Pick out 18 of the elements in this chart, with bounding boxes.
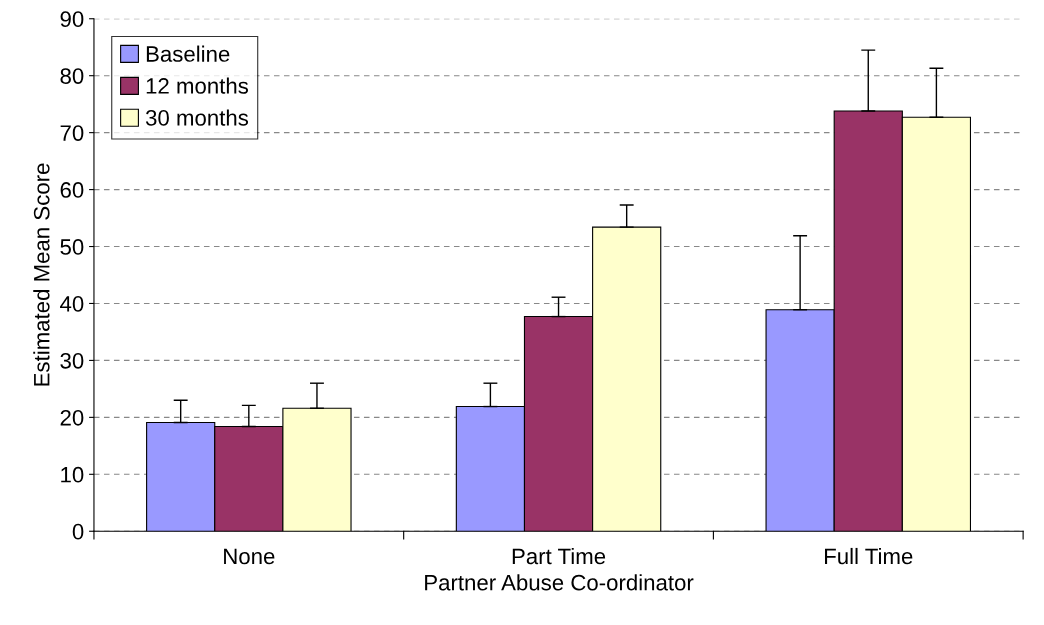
y-tick-label: 80: [60, 68, 84, 84]
y-tick-label: 20: [60, 409, 84, 426]
y-tick-label: 30: [60, 352, 84, 369]
y-tick-label: 40: [60, 296, 84, 312]
y-tick-label: 60: [60, 182, 84, 198]
y-tick-label: 50: [60, 239, 84, 255]
y-tick-label: 70: [60, 125, 84, 141]
x-tick-label: None: [224, 548, 275, 565]
y-tick-label: 90: [60, 11, 84, 28]
y-tick-label: 10: [61, 466, 84, 483]
legend-label: 30 months: [145, 109, 249, 126]
legend-label: 12 months: [146, 77, 249, 94]
y-axis-title: Estimated Mean Score: [33, 163, 50, 386]
x-axis-title: Partner Abuse Co-ordinator: [425, 574, 694, 591]
x-tick-label: Part Time: [512, 547, 606, 565]
y-tick-label: 0: [72, 523, 84, 540]
legend-label: Baseline: [146, 45, 230, 62]
x-tick-label: Full Time: [825, 547, 913, 565]
